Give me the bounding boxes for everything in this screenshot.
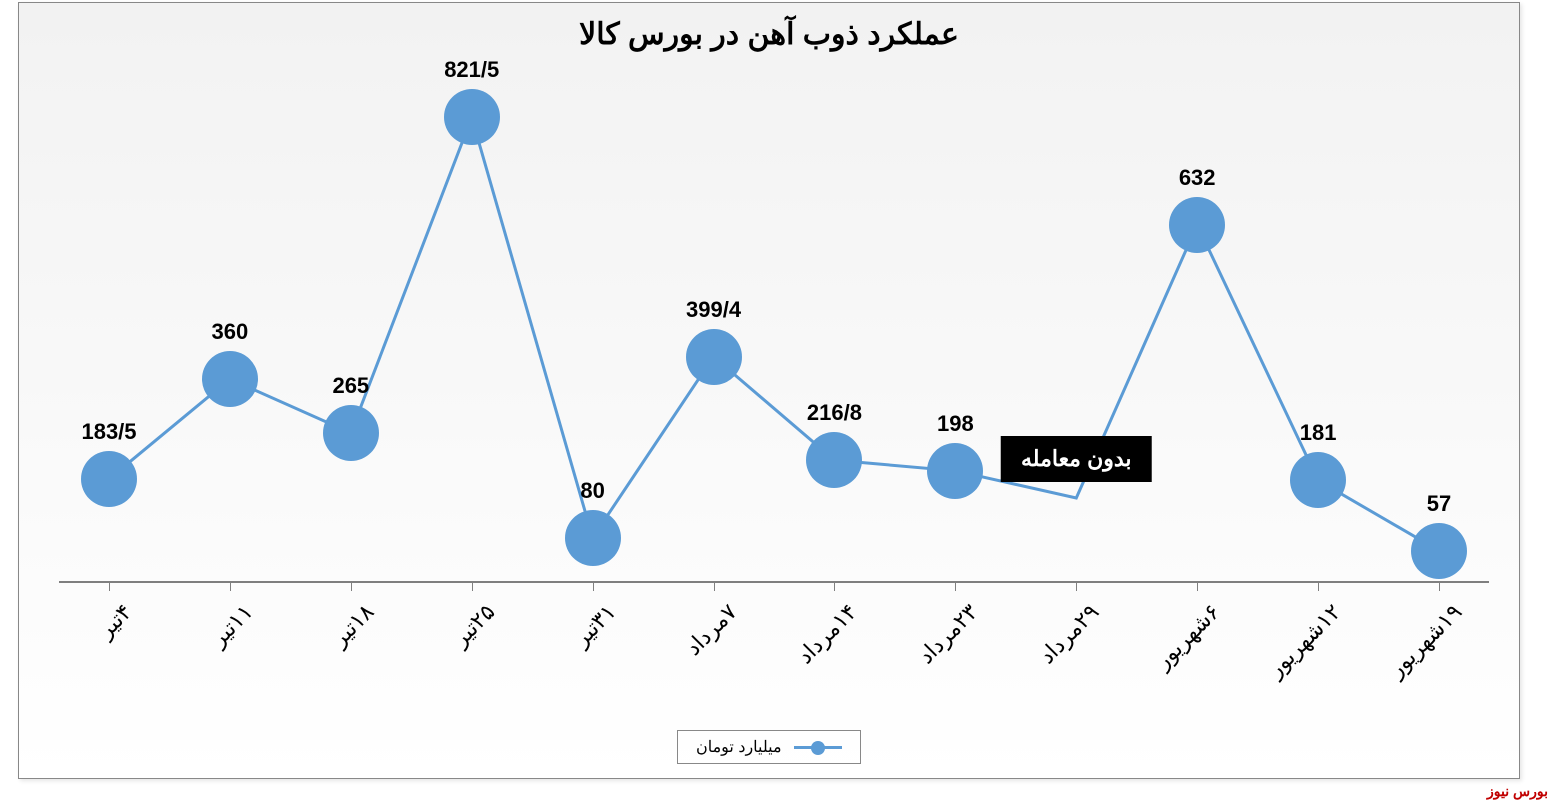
x-axis-label: ۱۹شهریور — [1384, 599, 1468, 683]
data-marker — [323, 405, 379, 461]
x-axis-label: ۳۱تیر — [568, 599, 621, 652]
x-axis-label: ۱۲شهریور — [1263, 599, 1347, 683]
x-tick — [834, 583, 835, 591]
data-label: 80 — [580, 478, 604, 504]
data-label: 198 — [937, 411, 974, 437]
data-label: 821/5 — [444, 57, 499, 83]
no-trade-label: بدون معامله — [1001, 436, 1152, 482]
line-series — [59, 73, 1489, 583]
data-marker — [1411, 523, 1467, 579]
data-label: 360 — [212, 319, 249, 345]
x-axis-label: ۴تیر — [93, 599, 137, 643]
legend-marker-sample — [811, 741, 825, 755]
x-tick — [230, 583, 231, 591]
x-axis-label: ۶شهریور — [1150, 599, 1225, 674]
x-tick — [109, 583, 110, 591]
x-tick — [1439, 583, 1440, 591]
data-marker — [565, 510, 621, 566]
legend-line-sample — [794, 746, 842, 749]
data-label: 265 — [332, 373, 369, 399]
data-marker — [444, 89, 500, 145]
x-axis-label: ۲۳مرداد — [914, 599, 984, 669]
data-marker — [686, 329, 742, 385]
data-label: 183/5 — [81, 419, 136, 445]
legend: میلیارد تومان — [19, 730, 1519, 764]
data-label: 632 — [1179, 165, 1216, 191]
x-tick — [593, 583, 594, 591]
x-axis-label: ۲۵تیر — [447, 599, 500, 652]
x-axis-label: ۱۴مرداد — [793, 599, 863, 669]
x-tick — [1318, 583, 1319, 591]
data-marker — [927, 443, 983, 499]
plot-area: ۴تیر183/5۱۱تیر360۱۸تیر265۲۵تیر821/5۳۱تیر… — [59, 73, 1489, 583]
legend-label: میلیارد تومان — [696, 739, 782, 756]
data-marker — [806, 432, 862, 488]
data-marker — [1169, 197, 1225, 253]
x-axis-label: ۲۹مرداد — [1034, 599, 1104, 669]
x-tick — [714, 583, 715, 591]
x-axis-label: ۱۸تیر — [326, 599, 379, 652]
data-label: 181 — [1300, 420, 1337, 446]
x-tick — [1197, 583, 1198, 591]
chart-container: عملکرد ذوب آهن در بورس کالا ۴تیر183/5۱۱ت… — [18, 2, 1520, 779]
data-label: 216/8 — [807, 400, 862, 426]
x-tick — [472, 583, 473, 591]
legend-box: میلیارد تومان — [677, 730, 861, 764]
data-marker — [81, 451, 137, 507]
data-label: 57 — [1427, 491, 1451, 517]
data-label: 399/4 — [686, 297, 741, 323]
chart-title: عملکرد ذوب آهن در بورس کالا — [19, 17, 1519, 52]
data-marker — [202, 351, 258, 407]
x-axis — [59, 581, 1489, 583]
x-tick — [351, 583, 352, 591]
attribution-text: بورس نیوز — [1487, 783, 1548, 800]
x-axis-label: ۷مرداد — [680, 599, 742, 661]
x-tick — [1076, 583, 1077, 591]
x-axis-label: ۱۱تیر — [206, 599, 259, 652]
data-marker — [1290, 452, 1346, 508]
x-tick — [955, 583, 956, 591]
